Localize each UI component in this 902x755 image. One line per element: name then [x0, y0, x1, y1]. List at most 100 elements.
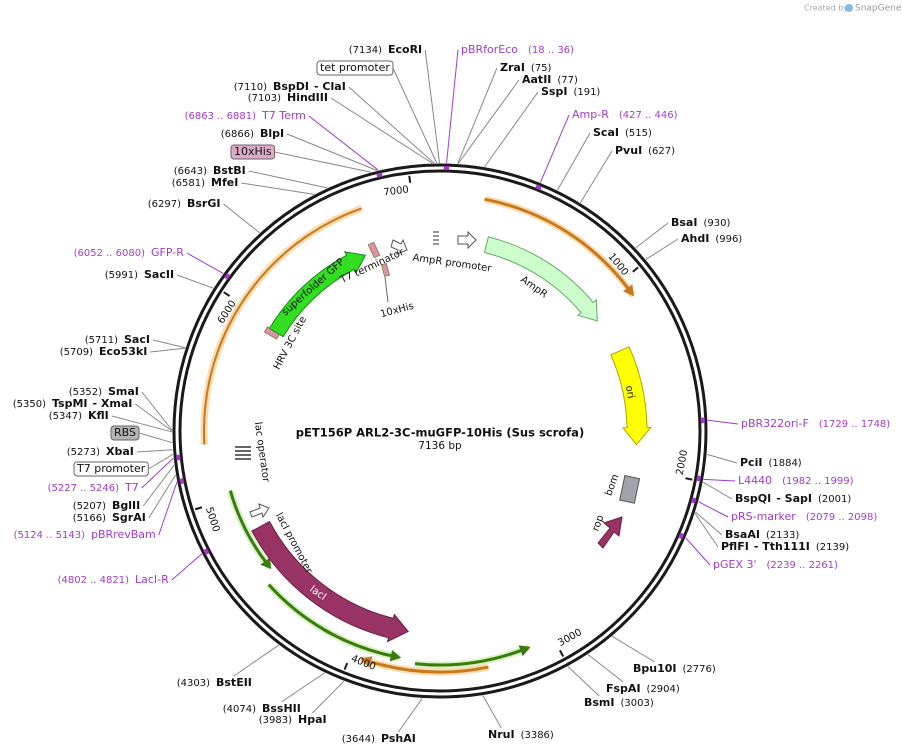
lac-operator-glyph — [235, 446, 251, 460]
feature-label: 10xHis — [379, 301, 415, 320]
label-position: (77) — [557, 75, 578, 86]
leader-line — [635, 222, 669, 249]
feature-label: AmpR promoter — [412, 253, 493, 275]
label-position: (3983) — [259, 715, 292, 726]
label: BlpI (6866) — [221, 127, 284, 140]
leader-line — [233, 644, 279, 677]
label-position: (6052 .. 6080) — [74, 248, 146, 259]
leader-line — [141, 457, 174, 489]
leader-line — [567, 666, 600, 697]
credit-text: Created by — [804, 4, 848, 13]
label-name: T7 Term — [261, 109, 306, 122]
leader-line — [176, 274, 214, 289]
label-position: (2133) — [766, 530, 799, 541]
ampr-promoter-operator — [433, 231, 439, 245]
label-position: (18 .. 36) — [528, 45, 574, 56]
label-name: SmaI — [108, 385, 139, 398]
leader-line — [707, 419, 739, 425]
leader-line — [138, 432, 173, 444]
label: BsrGI (6297) — [148, 197, 221, 210]
label-name: ZraI — [500, 61, 525, 74]
leader-line — [135, 403, 173, 432]
label: ZraI (75) — [500, 61, 552, 74]
label: pGEX 3' (2239 .. 2261) — [713, 558, 838, 571]
primer-site — [176, 454, 181, 461]
label: PflFI - Tth111I (2139) — [721, 540, 849, 553]
leader-line — [148, 453, 174, 470]
label-position: (7103) — [248, 93, 281, 104]
label: EcoRI (7134) — [349, 43, 422, 56]
label: BspDI - ClaI (7110) — [234, 80, 346, 93]
label-position: (191) — [573, 87, 600, 98]
leader-line — [702, 481, 733, 500]
label-position: (3644) — [342, 734, 375, 745]
orf-ampr — [484, 197, 634, 297]
label-alt: - Tth111I — [754, 540, 810, 553]
feature-label: rop — [591, 514, 607, 533]
label: PciI (1884) — [740, 456, 802, 469]
leader-line — [398, 698, 423, 733]
primer-site — [179, 478, 185, 485]
primer-site — [535, 184, 542, 191]
laci-promoter-glyph — [249, 503, 270, 519]
label-position: (5166) — [73, 513, 106, 524]
leader-line — [392, 67, 438, 164]
label-name: AatII — [522, 73, 551, 86]
leader-line — [308, 115, 379, 171]
leader-line — [557, 132, 591, 191]
leader-line — [694, 513, 719, 548]
label: T7 (5227 .. 5246) — [48, 481, 139, 494]
label-position: (5991) — [105, 270, 138, 281]
his-glyph — [380, 262, 391, 277]
map-length: 7136 bp — [418, 440, 462, 452]
label: HpaI (3983) — [259, 713, 327, 726]
leader-line — [286, 133, 378, 171]
label: BstBI (6643) — [174, 164, 246, 177]
label-position: (2776) — [683, 664, 716, 675]
label-name: AhdI — [681, 232, 709, 245]
brand: SnapGene — [855, 4, 902, 14]
tick-mark — [223, 291, 231, 297]
tick-label: 3000 — [556, 627, 584, 649]
feature-glyphs — [235, 230, 641, 549]
label-position: (4802 .. 4821) — [58, 575, 130, 586]
label-name: LacI-R — [135, 573, 169, 586]
feature-label: lac operator — [252, 421, 271, 483]
label-name: ScaI — [593, 126, 619, 139]
label: HindIII (7103) — [248, 91, 328, 104]
label-name: HpaI — [298, 713, 327, 726]
leader-line — [484, 91, 539, 168]
leader-line — [695, 511, 723, 536]
feature-box-label: 10xHis — [234, 145, 272, 158]
label: PshAI (3644) — [342, 732, 416, 745]
tick-label: 7000 — [383, 184, 410, 198]
leader-line — [706, 453, 738, 464]
leader-line — [424, 49, 441, 164]
label-name: BsaI — [671, 216, 697, 229]
label: L4440 (1982 .. 1999) — [738, 474, 854, 487]
label: AhdI (996) — [681, 232, 742, 245]
label-name: EcoRI — [388, 43, 422, 56]
label-name: SacI — [124, 333, 150, 346]
label: FspAI (2904) — [606, 682, 680, 695]
label-alt: - ClaI — [314, 80, 346, 93]
leader-line — [223, 203, 260, 234]
label-name: pRS-marker — [731, 510, 796, 523]
label-position: (1729 .. 1748) — [819, 419, 891, 430]
leader-line — [587, 654, 624, 683]
leader-line — [142, 464, 175, 507]
leader-line — [703, 478, 736, 482]
rop-glyph — [597, 516, 623, 549]
label-position: (5711) — [85, 335, 118, 346]
leader-line — [482, 695, 502, 729]
label-alt: - SapI — [776, 492, 812, 505]
label-position: (75) — [531, 63, 552, 74]
label: Eco53kI (5709) — [60, 345, 148, 358]
orf-rop — [360, 656, 489, 674]
leader-line — [186, 252, 224, 274]
label-name: PflFI — [721, 540, 749, 553]
leader-line — [150, 347, 186, 353]
label-name: BstBI — [213, 164, 246, 177]
label: pBR322ori-F (1729 .. 1748) — [741, 417, 890, 430]
credit: Created by SnapGene — [804, 4, 902, 14]
